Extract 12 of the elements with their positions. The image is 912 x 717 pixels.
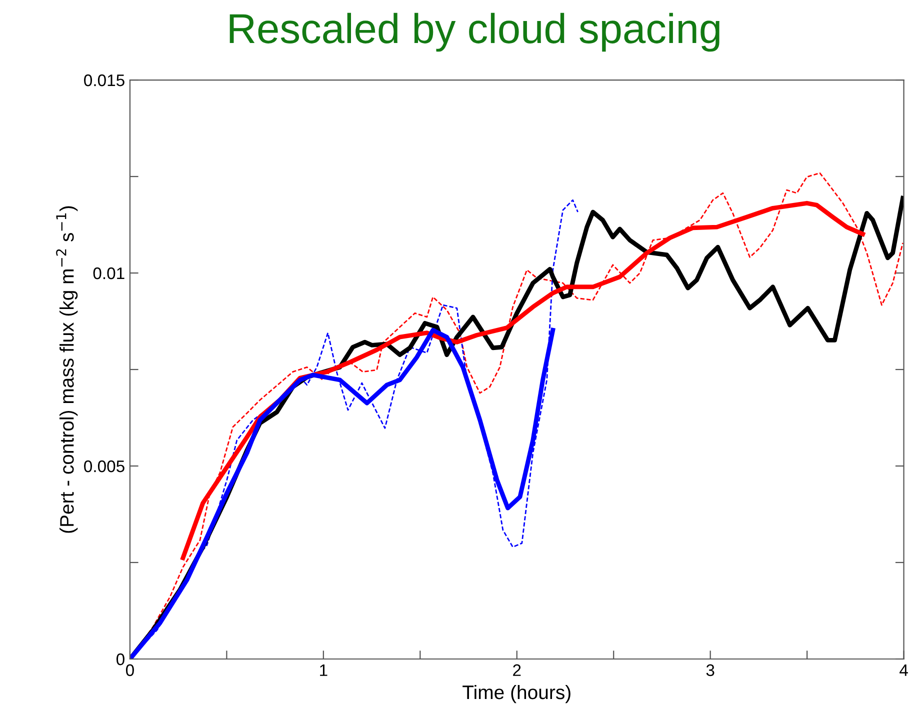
chart-title: Rescaled by cloud spacing bbox=[230, 12, 720, 52]
x-axis-title: Time (hours) bbox=[462, 684, 570, 704]
y-axis-title: (Pert - control) mass flux (kg m$^{−2}$ s$^{−1}$) bbox=[56, 206, 78, 533]
y-tick-label: 0.015 bbox=[84, 74, 124, 86]
y-tick-label: 0.01 bbox=[93, 267, 124, 280]
y-tick-label: 0 bbox=[116, 653, 124, 666]
x-tick-label: 2 bbox=[513, 664, 521, 676]
x-tick-label: 4 bbox=[900, 664, 908, 676]
x-tick-label: 3 bbox=[706, 664, 714, 676]
x-tick-label: 1 bbox=[320, 664, 328, 676]
y-tick-label: 0.005 bbox=[84, 460, 124, 472]
x-tick-label: 0 bbox=[126, 664, 134, 676]
